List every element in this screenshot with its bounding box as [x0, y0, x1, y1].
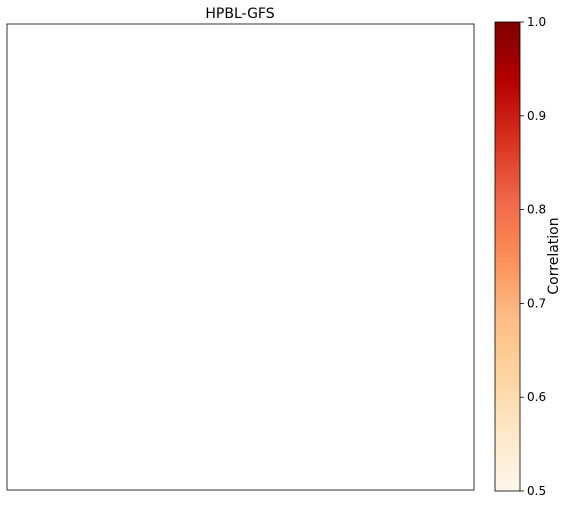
colorbar: 0.5 0.6 0.7 0.8 0.9 1.0 Correlation: [495, 15, 562, 498]
heatmap-axes: [7, 24, 474, 490]
colorbar-ticks: 0.5 0.6 0.7 0.8 0.9 1.0: [520, 15, 546, 498]
colorbar-tick-label: 0.5: [527, 484, 546, 498]
plot-area: [7, 24, 474, 490]
colorbar-tick-label: 0.9: [527, 109, 546, 123]
colorbar-tick-label: 0.8: [527, 203, 546, 217]
colorbar-tick-label: 0.7: [527, 296, 546, 310]
colorbar-fill: [495, 22, 520, 491]
chart-title: HPBL-GFS: [205, 6, 274, 22]
colorbar-label: Correlation: [546, 217, 562, 294]
colorbar-tick-label: 0.6: [527, 390, 546, 404]
colorbar-tick-label: 1.0: [527, 15, 546, 29]
